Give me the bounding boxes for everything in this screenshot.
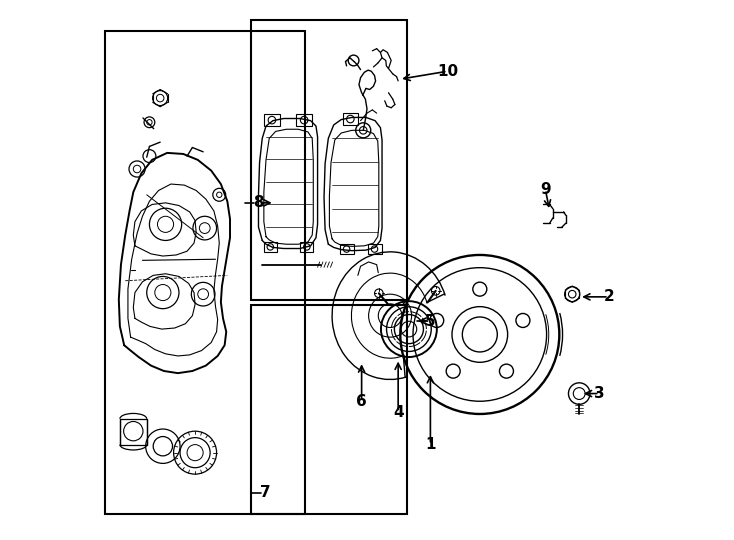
Bar xyxy=(264,241,277,252)
Bar xyxy=(300,241,313,252)
Bar xyxy=(252,20,407,300)
Text: 10: 10 xyxy=(437,64,458,79)
Text: 8: 8 xyxy=(253,195,264,211)
Text: 3: 3 xyxy=(595,386,605,401)
Text: 5: 5 xyxy=(425,314,436,328)
Text: 7: 7 xyxy=(260,485,270,501)
Bar xyxy=(340,244,354,254)
Text: 9: 9 xyxy=(540,182,550,197)
Text: 4: 4 xyxy=(393,405,404,420)
Text: 2: 2 xyxy=(603,289,614,305)
Bar xyxy=(264,114,280,126)
Bar xyxy=(343,113,358,125)
Bar xyxy=(296,114,312,126)
Text: 6: 6 xyxy=(356,394,367,409)
Text: 1: 1 xyxy=(425,437,436,452)
Bar xyxy=(105,31,305,515)
Bar xyxy=(368,244,382,254)
Bar xyxy=(252,305,407,515)
Bar xyxy=(120,419,147,444)
